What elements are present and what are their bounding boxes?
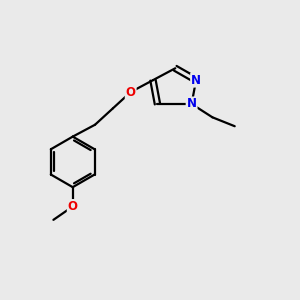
Text: N: N: [191, 74, 201, 87]
Text: O: O: [126, 85, 136, 98]
Text: N: N: [187, 98, 196, 110]
Text: O: O: [68, 200, 78, 213]
